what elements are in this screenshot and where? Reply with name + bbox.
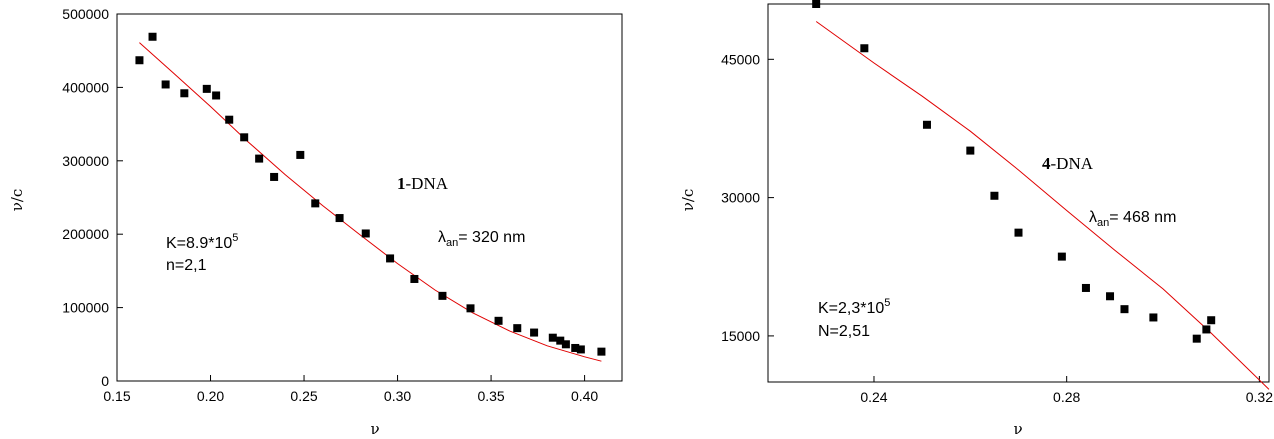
chart-1-k-exponent: 5 xyxy=(232,232,238,244)
chart-2-ticks: 0.24 0.28 0.32 15000 30000 45000 xyxy=(721,51,1273,405)
chart-1-data-point xyxy=(270,172,279,181)
chart-1-complex-label: 1-DNA xyxy=(397,174,449,193)
chart-1-dna: 0.15 0.20 0.25 0.30 0.35 0.40 0 100000 200000 300… xyxy=(8,6,623,438)
chart-1-data-point xyxy=(571,343,580,352)
chart-2-k-label: K=2,3*105 xyxy=(818,297,890,317)
chart-2-n-label: N=2,51 xyxy=(818,323,870,340)
chart-2-data-point xyxy=(1202,325,1211,334)
chart-1-lambda-value: = 320 nm xyxy=(458,229,525,246)
chart-1-data-point xyxy=(180,89,189,98)
chart-2-plot-frame xyxy=(767,3,1270,383)
chart-1-ticks: 0.15 0.20 0.25 0.30 0.35 0.40 0 100000 200000 300… xyxy=(62,6,598,404)
chart-2-x-tick-label: 0.24 xyxy=(860,389,887,405)
chart-2-data-point xyxy=(990,191,999,200)
chart-1-k-label: K=8.9*105 xyxy=(166,232,238,252)
chart-2-x-tick-label: 0.28 xyxy=(1053,389,1080,405)
chart-2-lambda-value: = 468 nm xyxy=(1109,209,1176,226)
chart-1-data-point xyxy=(135,56,144,65)
chart-2-data-point xyxy=(812,0,821,8)
chart-2-y-tick-label: 45000 xyxy=(721,51,760,67)
chart-1-x-tick-label: 0.35 xyxy=(477,388,504,404)
chart-1-x-tick-label: 0.15 xyxy=(103,388,130,404)
chart-2-fit-curve-group xyxy=(815,21,1270,390)
chart-2-y-tick-label: 15000 xyxy=(721,328,760,344)
chart-1-x-axis-label: ν xyxy=(370,420,379,438)
chart-2-data-point xyxy=(1106,292,1115,301)
chart-1-y-tick-label: 0 xyxy=(101,373,109,389)
chart-2-data-point xyxy=(1192,334,1201,343)
chart-1-data-point xyxy=(576,345,585,354)
chart-1-x-tick-label: 0.20 xyxy=(197,388,224,404)
chart-1-data-point xyxy=(466,304,475,313)
chart-1-x-tick-label: 0.40 xyxy=(571,388,598,404)
chart-1-data-point xyxy=(335,214,344,223)
chart-1-data-point xyxy=(410,274,419,283)
chart-1-y-tick-label: 500000 xyxy=(62,6,109,22)
chart-2-data-point xyxy=(922,120,931,129)
chart-2-lambda-subscript: an xyxy=(1097,217,1109,229)
chart-1-data-point xyxy=(513,324,522,333)
chart-1-y-tick-label: 400000 xyxy=(62,79,109,95)
chart-1-data-point xyxy=(296,150,305,159)
chart-1-data-point xyxy=(240,133,249,142)
chart-2-data-point xyxy=(1207,316,1216,325)
chart-2-data-point xyxy=(1081,283,1090,292)
chart-2-data-point xyxy=(966,146,975,155)
chart-2-x-tick-label: 0.32 xyxy=(1246,389,1273,405)
chart-1-n-label: n=2,1 xyxy=(166,257,207,274)
chart-1-data-point xyxy=(148,32,157,41)
chart-1-data-point xyxy=(361,229,370,238)
chart-2-lambda-symbol: λ xyxy=(1089,209,1097,226)
chart-1-y-tick-label: 200000 xyxy=(62,226,109,242)
chart-1-data-point xyxy=(530,328,539,337)
chart-1-lambda-label: λan= 320 nm xyxy=(438,229,525,249)
chart-2-data-point xyxy=(860,44,869,53)
chart-1-data-point xyxy=(225,115,234,124)
chart-1-lambda-symbol: λ xyxy=(438,229,446,246)
chart-1-data-point xyxy=(212,91,221,100)
chart-1-x-tick-label: 0.25 xyxy=(290,388,317,404)
chart-1-data-point xyxy=(561,340,570,349)
chart-1-y-axis-label: ν/c xyxy=(8,189,26,212)
chart-1-data-point xyxy=(202,84,211,93)
chart-2-fit-curve xyxy=(815,21,1270,390)
chart-2-data-point xyxy=(1057,252,1066,261)
chart-1-data-point xyxy=(556,336,565,345)
chart-1-data-point xyxy=(386,254,395,263)
chart-2-points xyxy=(812,0,1216,343)
chart-1-complex-suffix: -DNA xyxy=(406,174,449,193)
chart-2-y-axis-label: ν/c xyxy=(679,189,697,212)
chart-2-data-point xyxy=(1120,305,1129,314)
chart-2-x-axis-label: ν xyxy=(1013,420,1022,438)
chart-1-lambda-subscript: an xyxy=(446,237,458,249)
chart-2-complex-number: 4 xyxy=(1042,154,1051,173)
chart-2-k-value: K=2,3*10 xyxy=(818,300,884,317)
chart-1-k-value: K=8.9*10 xyxy=(166,235,232,252)
chart-1-data-point xyxy=(494,316,503,325)
chart-1-fit-curve-group xyxy=(139,42,602,362)
chart-2-data-point xyxy=(1149,313,1158,322)
chart-1-data-point xyxy=(311,199,320,208)
chart-1-points xyxy=(135,32,606,356)
chart-2-lambda-label: λan= 468 nm xyxy=(1089,209,1176,229)
chart-1-fit-curve xyxy=(139,42,602,362)
chart-1-y-tick-label: 300000 xyxy=(62,153,109,169)
chart-2-complex-suffix: -DNA xyxy=(1051,154,1094,173)
chart-1-plot-frame xyxy=(116,13,623,382)
chart-1-data-point xyxy=(255,154,264,163)
chart-2-complex-label: 4-DNA xyxy=(1042,154,1094,173)
chart-1-x-tick-label: 0.30 xyxy=(384,388,411,404)
chart-1-data-point xyxy=(438,291,447,300)
chart-2-data-point xyxy=(1014,228,1023,237)
chart-1-data-point xyxy=(161,80,170,89)
chart-1-complex-number: 1 xyxy=(397,174,406,193)
chart-1-data-point xyxy=(548,333,557,342)
chart-1-data-point xyxy=(597,347,606,356)
chart-2-k-exponent: 5 xyxy=(884,297,890,309)
chart-1-y-tick-label: 100000 xyxy=(62,300,109,316)
chart-2-y-tick-label: 30000 xyxy=(721,190,760,206)
